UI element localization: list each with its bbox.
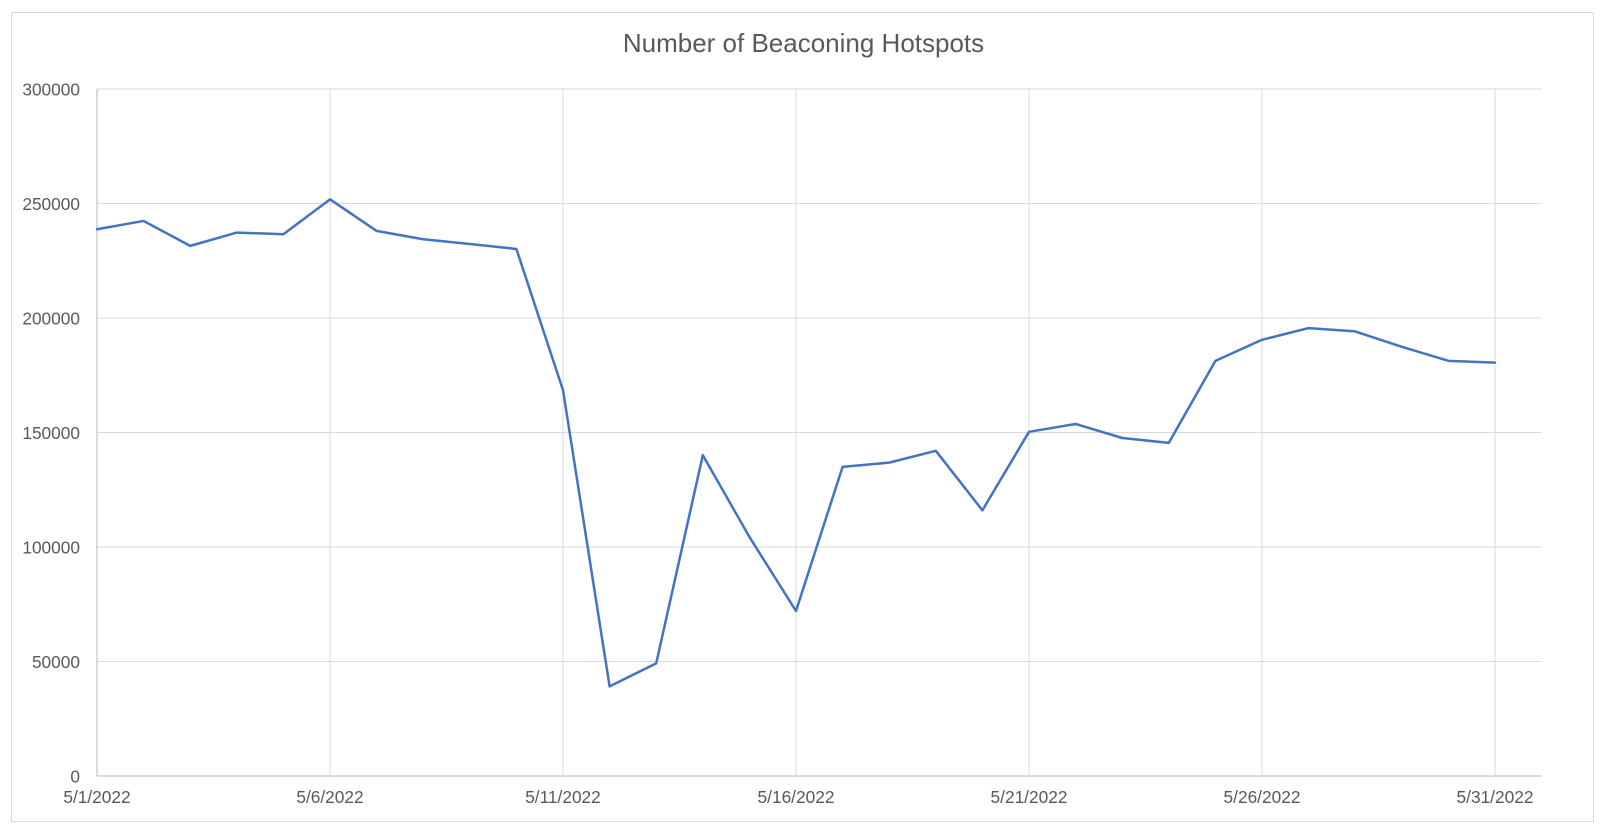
svg-text:50000: 50000: [32, 652, 80, 672]
svg-text:100000: 100000: [22, 538, 80, 558]
svg-text:150000: 150000: [22, 423, 80, 443]
svg-text:300000: 300000: [22, 80, 80, 100]
svg-text:250000: 250000: [22, 194, 80, 214]
svg-text:5/6/2022: 5/6/2022: [296, 787, 363, 807]
svg-text:0: 0: [70, 767, 80, 787]
svg-text:5/11/2022: 5/11/2022: [525, 787, 601, 807]
svg-text:5/1/2022: 5/1/2022: [63, 787, 130, 807]
svg-text:5/26/2022: 5/26/2022: [1224, 787, 1301, 807]
svg-text:5/16/2022: 5/16/2022: [758, 787, 835, 807]
svg-text:5/21/2022: 5/21/2022: [991, 787, 1068, 807]
svg-text:200000: 200000: [22, 309, 80, 329]
svg-text:5/31/2022: 5/31/2022: [1457, 787, 1534, 807]
